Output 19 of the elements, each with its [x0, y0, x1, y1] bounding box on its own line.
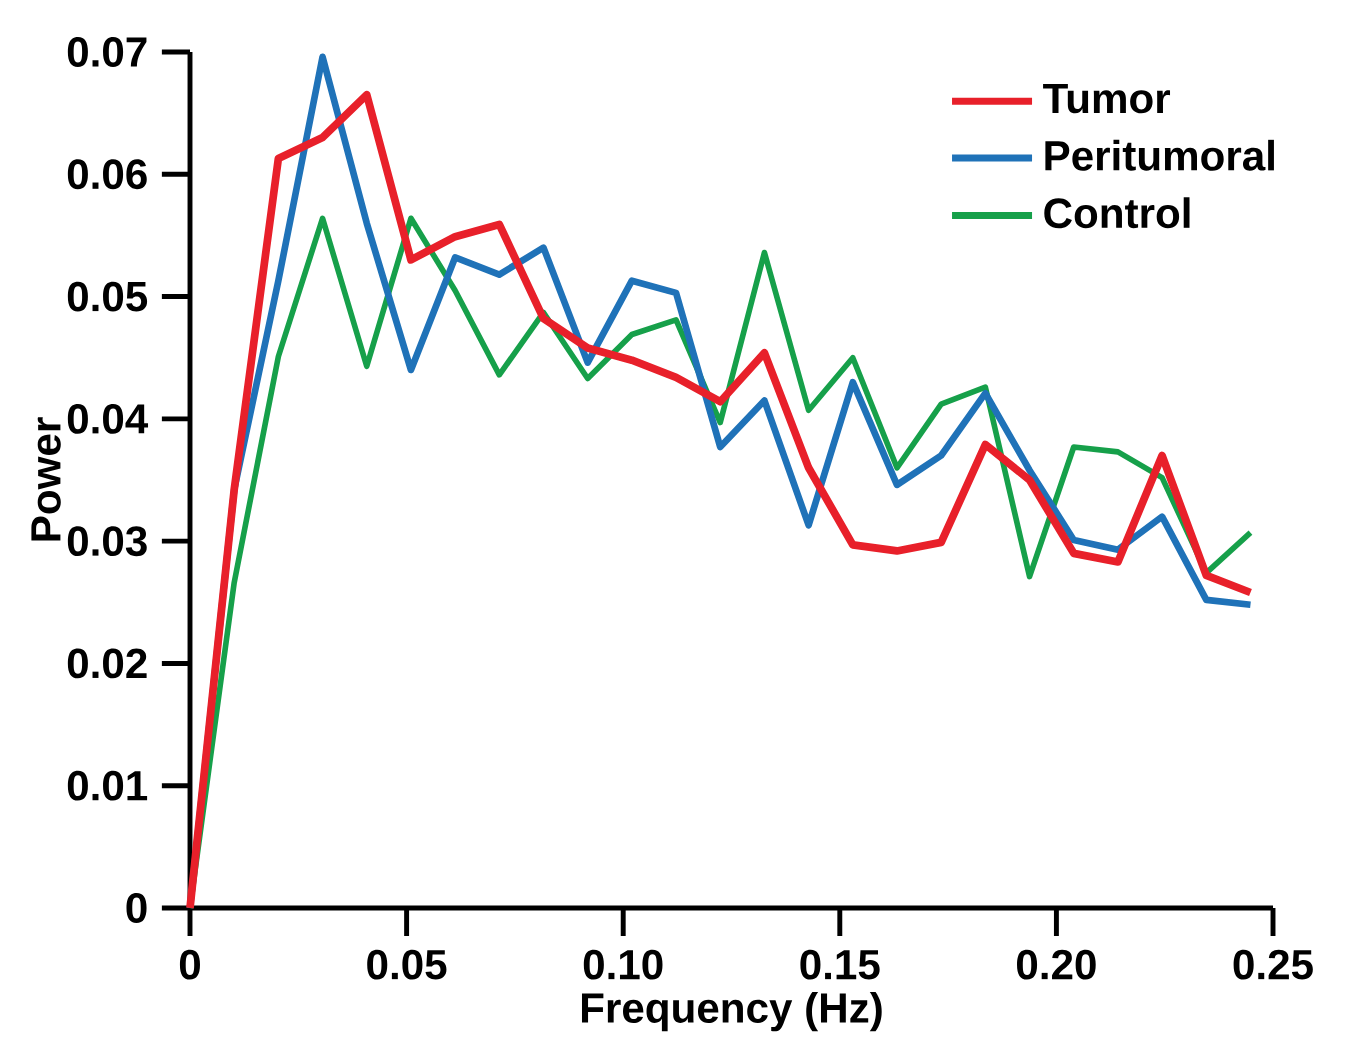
y-tick-label: 0.01: [67, 770, 148, 801]
x-tick-label: 0.15: [800, 949, 880, 980]
x-tick-label: 0.05: [367, 949, 447, 980]
x-tick-label: 0.10: [583, 949, 663, 980]
y-tick-label: 0.05: [67, 281, 148, 312]
legend-label: Peritumoral: [1045, 139, 1274, 171]
x-tick-label: 0.20: [1017, 949, 1096, 980]
legend-label: Tumor: [1043, 83, 1171, 114]
x-tick-label: 0.25: [1233, 949, 1313, 980]
y-axis-title: Power: [31, 417, 61, 541]
y-tick-label: 0: [126, 893, 147, 923]
y-tick-label: 0.03: [67, 526, 147, 557]
y-tick-label: 0.06: [67, 159, 147, 190]
y-tick-label: 0.02: [67, 648, 147, 679]
y-tick-label: 0.04: [67, 403, 149, 434]
x-axis-title: Frequency (Hz): [581, 992, 882, 1032]
legend-label: Control: [1044, 197, 1190, 229]
x-tick-label: 0: [179, 949, 200, 980]
y-tick-label: 0.07: [67, 37, 147, 67]
